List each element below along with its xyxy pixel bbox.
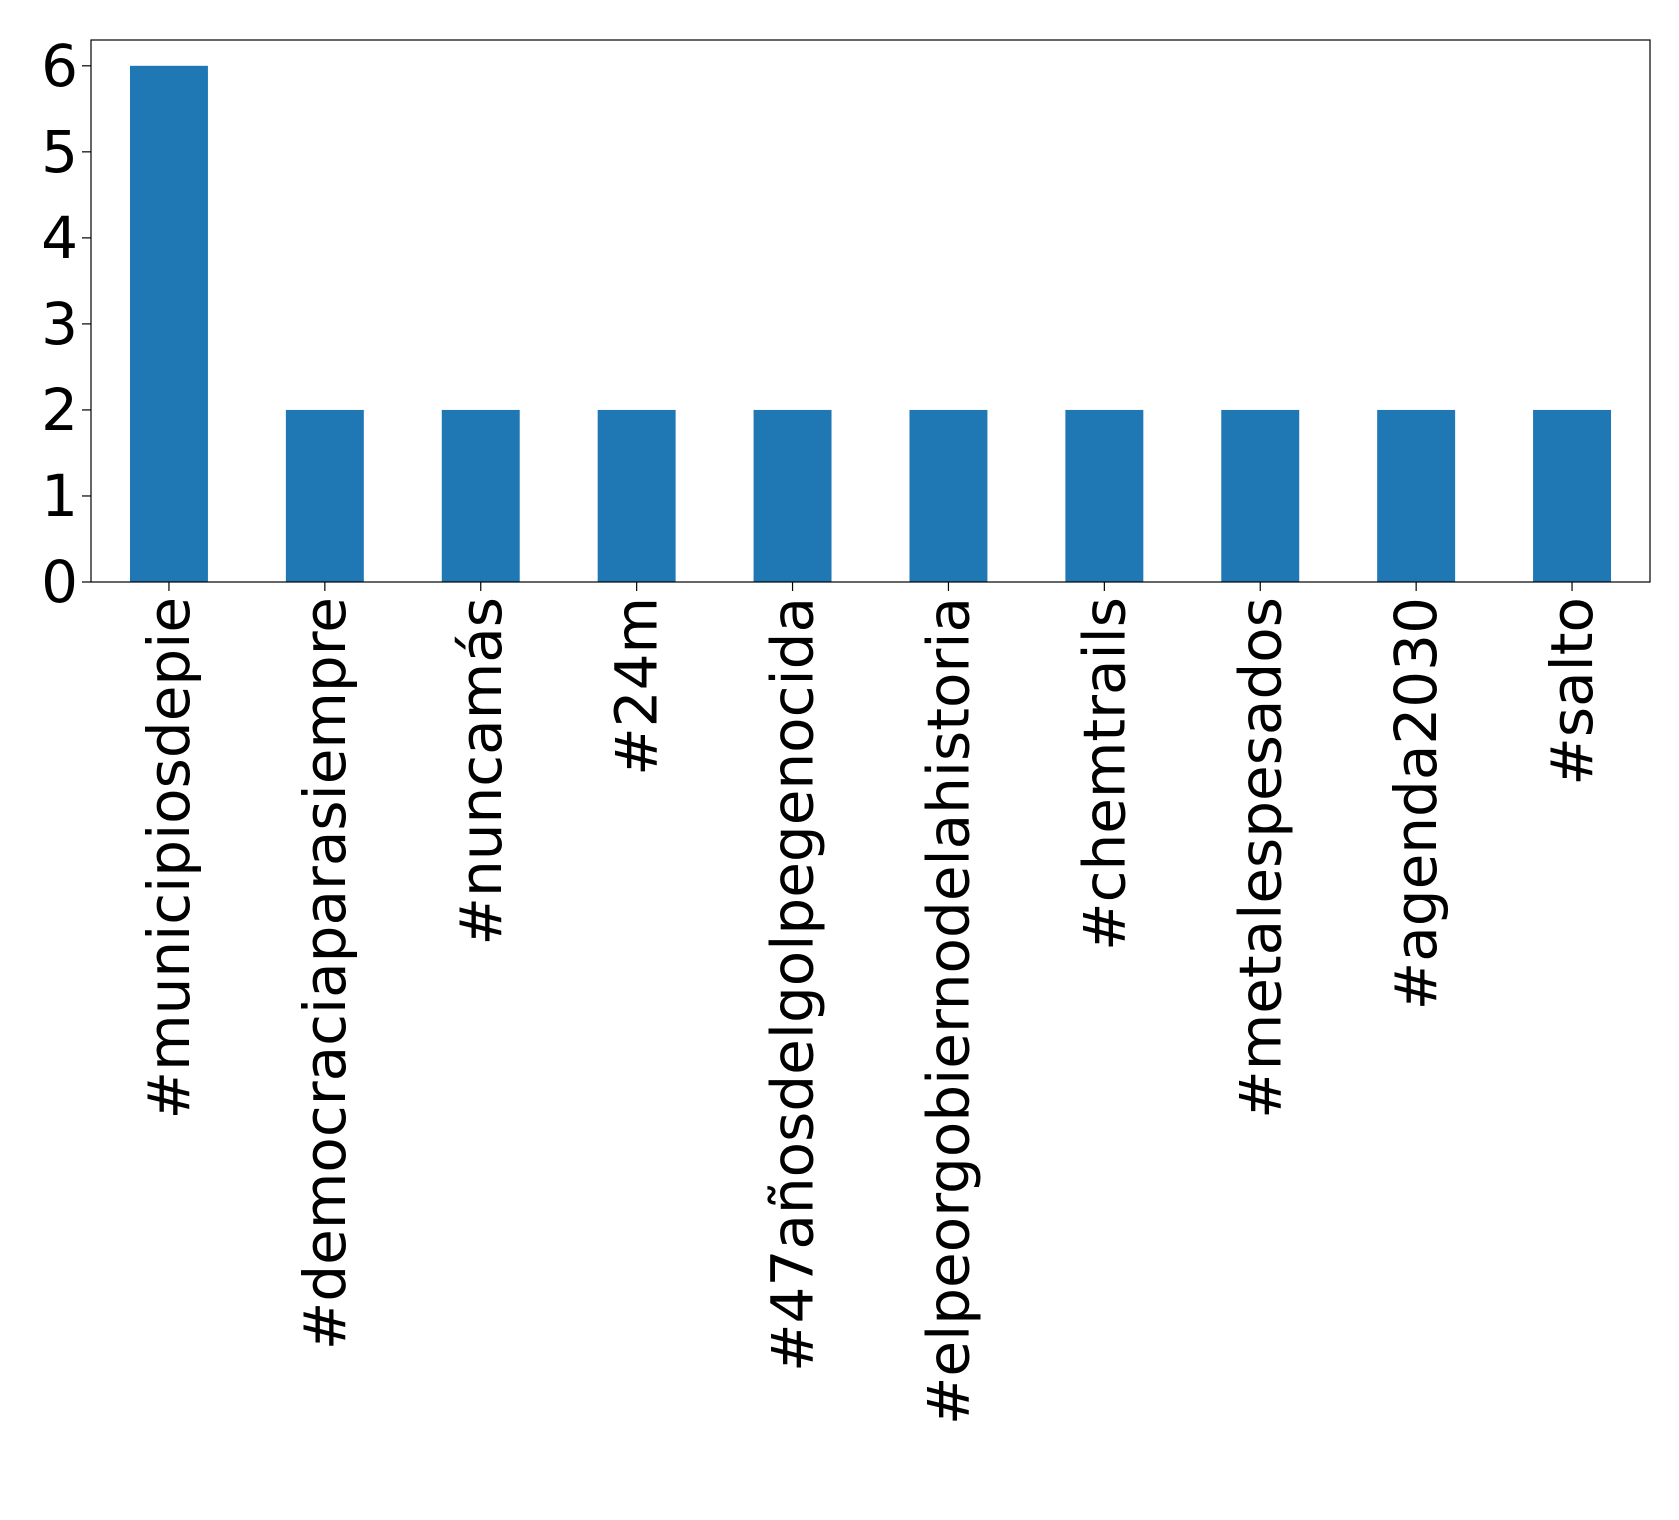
x-tick-label-8: #agenda2030 xyxy=(1382,597,1450,1010)
y-tick-label-5: 5 xyxy=(41,118,78,186)
y-tick-label-6: 6 xyxy=(41,32,78,100)
bar-7 xyxy=(1221,409,1300,582)
bar-5 xyxy=(909,409,988,582)
x-tick-label-6: #chemtrails xyxy=(1070,597,1138,951)
bar-1 xyxy=(285,409,364,582)
bar-3 xyxy=(597,409,676,582)
y-tick-label-4: 4 xyxy=(41,204,78,272)
bar-9 xyxy=(1533,409,1612,582)
bars xyxy=(129,65,1612,583)
x-tick-label-0: #municipiosdepie xyxy=(135,597,203,1119)
bar-0 xyxy=(129,65,208,583)
y-tick-label-1: 1 xyxy=(41,462,78,530)
x-tick-label-7: #metalespesados xyxy=(1226,597,1294,1119)
x-axis: #municipiosdepie #democraciaparasiempre #n… xyxy=(135,582,1606,1425)
x-tick-label-3: #24m xyxy=(603,597,671,776)
y-axis: 0 1 2 3 4 5 6 xyxy=(41,32,91,616)
bar-6 xyxy=(1065,409,1144,582)
y-tick-label-0: 0 xyxy=(41,548,78,616)
y-tick-label-2: 2 xyxy=(41,376,78,444)
plot-frame xyxy=(90,39,1651,583)
x-tick-label-5: #elpeorgobiernodelahistoria xyxy=(914,597,982,1425)
x-tick-label-1: #democraciaparasiempre xyxy=(291,597,359,1350)
y-tick-label-3: 3 xyxy=(41,290,78,358)
bar-2 xyxy=(441,409,520,582)
bar-8 xyxy=(1377,409,1456,582)
x-tick-label-2: #nuncamás xyxy=(447,597,515,946)
x-tick-label-4: #47añosdelgolpegenocida xyxy=(759,597,827,1372)
x-tick-label-9: #salto xyxy=(1538,597,1606,786)
bar-4 xyxy=(753,409,832,582)
